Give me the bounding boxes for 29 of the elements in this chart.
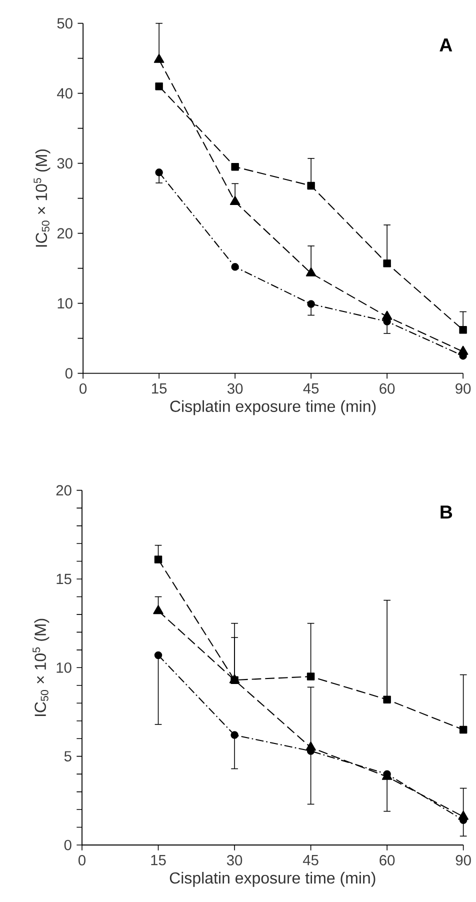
- x-tick-label: 30: [227, 383, 243, 394]
- y-tick-label: 0: [64, 840, 72, 850]
- text: B: [440, 506, 452, 519]
- x-tick-label: 0: [80, 383, 87, 394]
- x-tick-label: 60: [380, 383, 395, 394]
- y-tick-label: 5: [64, 751, 72, 762]
- x-axis-title: Cisplatin exposure time (min): [170, 400, 376, 416]
- x-tick-label: 30: [226, 855, 242, 866]
- x-tick-label: 15: [152, 383, 167, 394]
- y-tick-label: 20: [57, 228, 72, 239]
- y-tick-label: 10: [56, 662, 72, 673]
- x-axis-title: Cisplatin exposure time (min): [170, 872, 376, 887]
- y-axis-title: IC$_{50}$ × 10$^{5}$ (M): [34, 150, 50, 247]
- y-tick-label: 20: [56, 485, 72, 496]
- y-tick-label: 40: [57, 88, 72, 99]
- x-tick-label: 90: [456, 383, 471, 394]
- y-tick-label: 50: [57, 18, 72, 29]
- text: A: [440, 38, 452, 52]
- y-tick-label: 0: [65, 368, 72, 379]
- x-tick-label: 0: [78, 855, 86, 866]
- x-tick-label: 60: [380, 855, 395, 866]
- x-tick-label: 15: [151, 855, 166, 866]
- x-tick-label: 45: [303, 383, 319, 394]
- x-tick-label: 90: [456, 855, 471, 866]
- y-axis-title: IC$_{50}$ × 10$^{5}$ (M): [32, 618, 50, 716]
- y-tick-label: 10: [58, 298, 72, 309]
- y-tick-label: 30: [57, 158, 72, 169]
- x-tick-label: 45: [302, 855, 318, 866]
- y-tick-label: 15: [56, 574, 72, 584]
